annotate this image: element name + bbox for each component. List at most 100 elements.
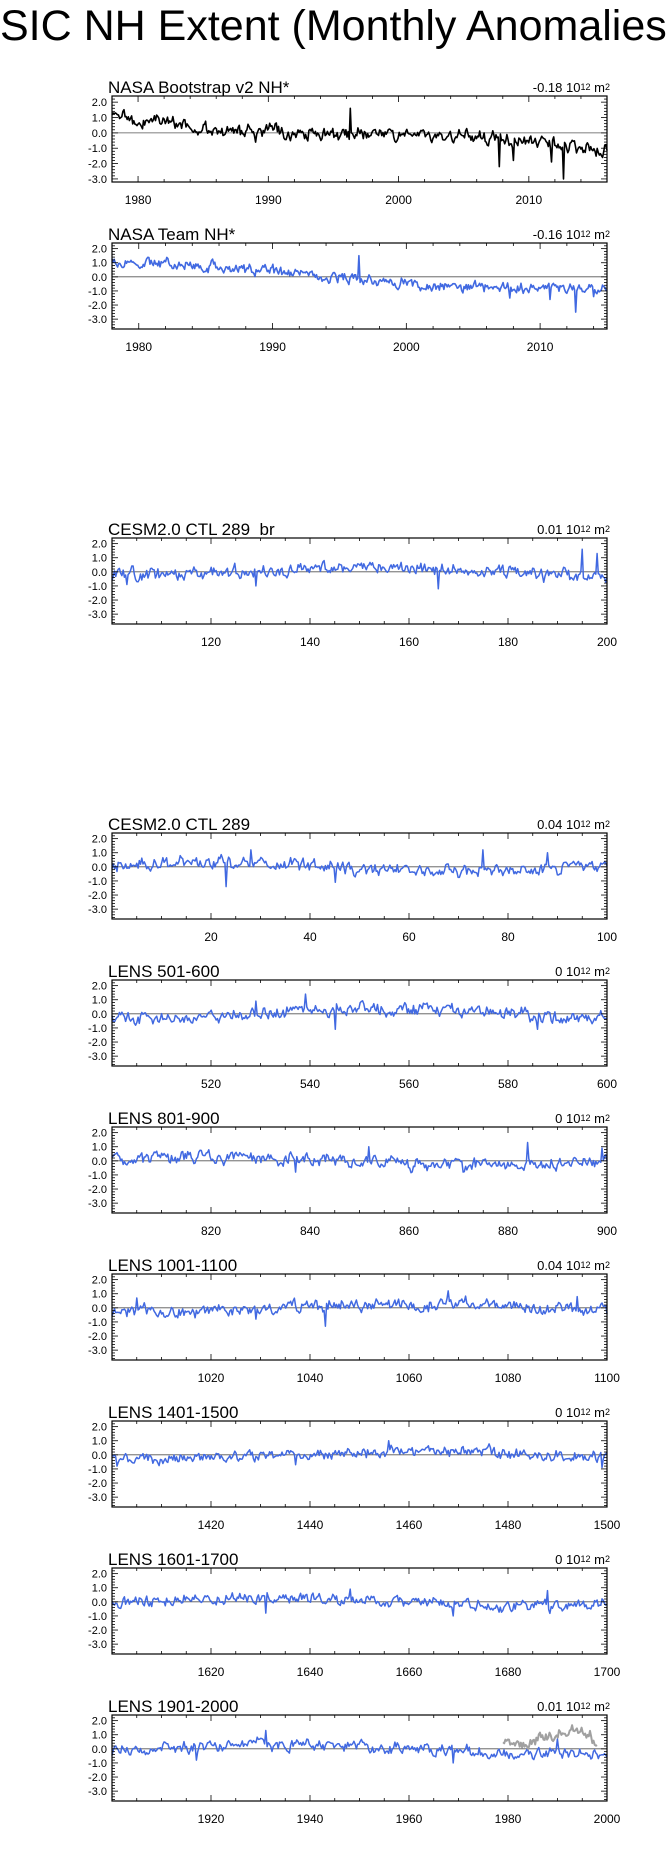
x-tick-label: 2010 [527,340,554,354]
series-line [111,107,608,180]
panel-value-unit-base: 10 [566,227,581,242]
plot-area: 2.0 1.0 0.0 -1.0 -2.0 -3.0 120 140 160 180 200 [88,537,617,649]
x-tick-label: 1980 [125,340,152,354]
x-tick-label: 1620 [198,1665,225,1679]
panel-value-unit-tail-exp: 2 [604,819,610,829]
panel-value-unit-exp: 12 [580,82,591,92]
x-tick-label: 60 [402,930,416,944]
plot-frame [111,1567,608,1655]
y-tick-label: -3.0 [88,1198,107,1210]
x-tick-label: 1990 [259,340,286,354]
panel-mean-value: 0 1012 m2 [555,1404,610,1423]
x-tick-label: 880 [498,1224,518,1238]
panel-value-unit-tail-exp: 2 [604,1113,610,1123]
series-line [111,1729,608,1764]
panel-mean-value: 0.04 1012 m2 [537,816,610,835]
panel-title: CESM2.0 CTL 289 [108,815,251,834]
x-tick-label: 1480 [495,1518,522,1532]
panel-value-unit-base: 10 [566,817,581,832]
panel-value-unit-tail: m [594,964,605,979]
y-tick-label: -1.0 [88,1317,107,1329]
panel-value-unit-base: 10 [566,1552,581,1567]
y-tick-label: 0.0 [92,272,107,284]
panel-value-unit-tail-exp: 2 [604,1554,610,1564]
panel-value-unit-exp: 12 [580,1701,591,1711]
plot-frame [111,95,608,183]
x-tick-label: 520 [201,1077,221,1091]
panel-title: LENS 1401-1500 [108,1403,239,1422]
panel-value-unit-tail-exp: 2 [604,1407,610,1417]
y-tick-label: -1.0 [88,1464,107,1476]
panel-value-unit-tail: m [594,1699,605,1714]
plot-frame [111,979,608,1067]
y-tick-label: -3.0 [88,1051,107,1063]
x-tick-label: 140 [300,635,320,649]
panel-value-unit-tail: m [594,1552,605,1567]
panel-value-number: 0 [555,1552,563,1567]
panel-value-unit-exp: 12 [580,819,591,829]
series-line [111,849,608,888]
panel-value-number: 0.04 [537,1258,563,1273]
panel-mean-value: -0.16 1012 m2 [533,226,610,245]
panel-mean-value: 0 1012 m2 [555,1551,610,1570]
panel-value-unit-tail-exp: 2 [604,82,610,92]
x-tick-label: 820 [201,1224,221,1238]
panel-value-unit-base: 10 [566,1699,581,1714]
panel-title: LENS 501-600 [108,962,220,981]
x-tick-label: 860 [399,1224,419,1238]
y-tick-label: 2.0 [92,981,107,993]
y-tick-label: -1.0 [88,1758,107,1770]
panel-title: LENS 1001-1100 [108,1256,238,1275]
plot-frame [111,537,608,625]
y-tick-label: 1.0 [92,1289,107,1301]
panel-value-unit-tail: m [594,817,605,832]
panel-value-number: 0.04 [537,817,563,832]
panel-mean-value: -0.18 1012 m2 [533,79,610,98]
y-tick-label: -2.0 [88,1478,107,1490]
series-line [111,548,608,590]
panel-value-unit-tail: m [594,80,605,95]
x-tick-label: 840 [300,1224,320,1238]
y-tick-label: 0.0 [92,1303,107,1315]
x-tick-label: 180 [498,635,518,649]
panel-value-number: 0 [555,1111,563,1126]
y-tick-label: -1.0 [88,143,107,155]
y-tick-label: -3.0 [88,1639,107,1651]
y-tick-label: -1.0 [88,1023,107,1035]
plot-area: 2.0 1.0 0.0 -1.0 -2.0 -3.0 1620 1640 1660 1680 170… [88,1567,621,1679]
plot-frame [111,1126,608,1214]
series-line [111,1588,608,1617]
x-tick-label: 1990 [255,193,282,207]
panel-value-unit-tail: m [594,1111,605,1126]
panel-value-unit-base: 10 [566,80,581,95]
y-tick-label: 2.0 [92,1569,107,1581]
overlay-series-line [502,1724,598,1750]
y-tick-label: -2.0 [88,1037,107,1049]
x-tick-label: 200 [597,635,617,649]
series-line [111,1290,608,1327]
panel-title: NASA Team NH* [108,225,236,244]
y-tick-label: 1.0 [92,1436,107,1448]
plot-area: 2.0 1.0 0.0 -1.0 -2.0 -3.0 1980 1990 2000 2010 [88,95,608,207]
panel-value-unit-base: 10 [566,1258,581,1273]
panel-value-unit-tail: m [594,522,605,537]
plot-frame [111,1273,608,1361]
panel-title: LENS 1601-1700 [108,1550,239,1569]
y-tick-label: 1.0 [92,258,107,270]
x-tick-label: 40 [303,930,317,944]
y-tick-label: 0.0 [92,567,107,579]
x-tick-label: 1680 [495,1665,522,1679]
panel-value-unit-base: 10 [566,1405,581,1420]
y-tick-label: 2.0 [92,539,107,551]
y-tick-label: 0.0 [92,1156,107,1168]
x-tick-label: 1960 [396,1812,423,1826]
y-tick-label: -2.0 [88,595,107,607]
plot-area: 2.0 1.0 0.0 -1.0 -2.0 -3.0 1980 1990 2000 2010 [88,242,608,354]
panel-value-number: 0.01 [537,522,563,537]
y-tick-label: 1.0 [92,848,107,860]
x-tick-label: 100 [597,930,617,944]
panel-value-unit-exp: 12 [580,1113,591,1123]
plot-area: 2.0 1.0 0.0 -1.0 -2.0 -3.0 520 540 560 580 600 [88,979,617,1091]
panel-title: NASA Bootstrap v2 NH* [108,78,290,97]
panel-value-unit-tail-exp: 2 [604,1260,610,1270]
